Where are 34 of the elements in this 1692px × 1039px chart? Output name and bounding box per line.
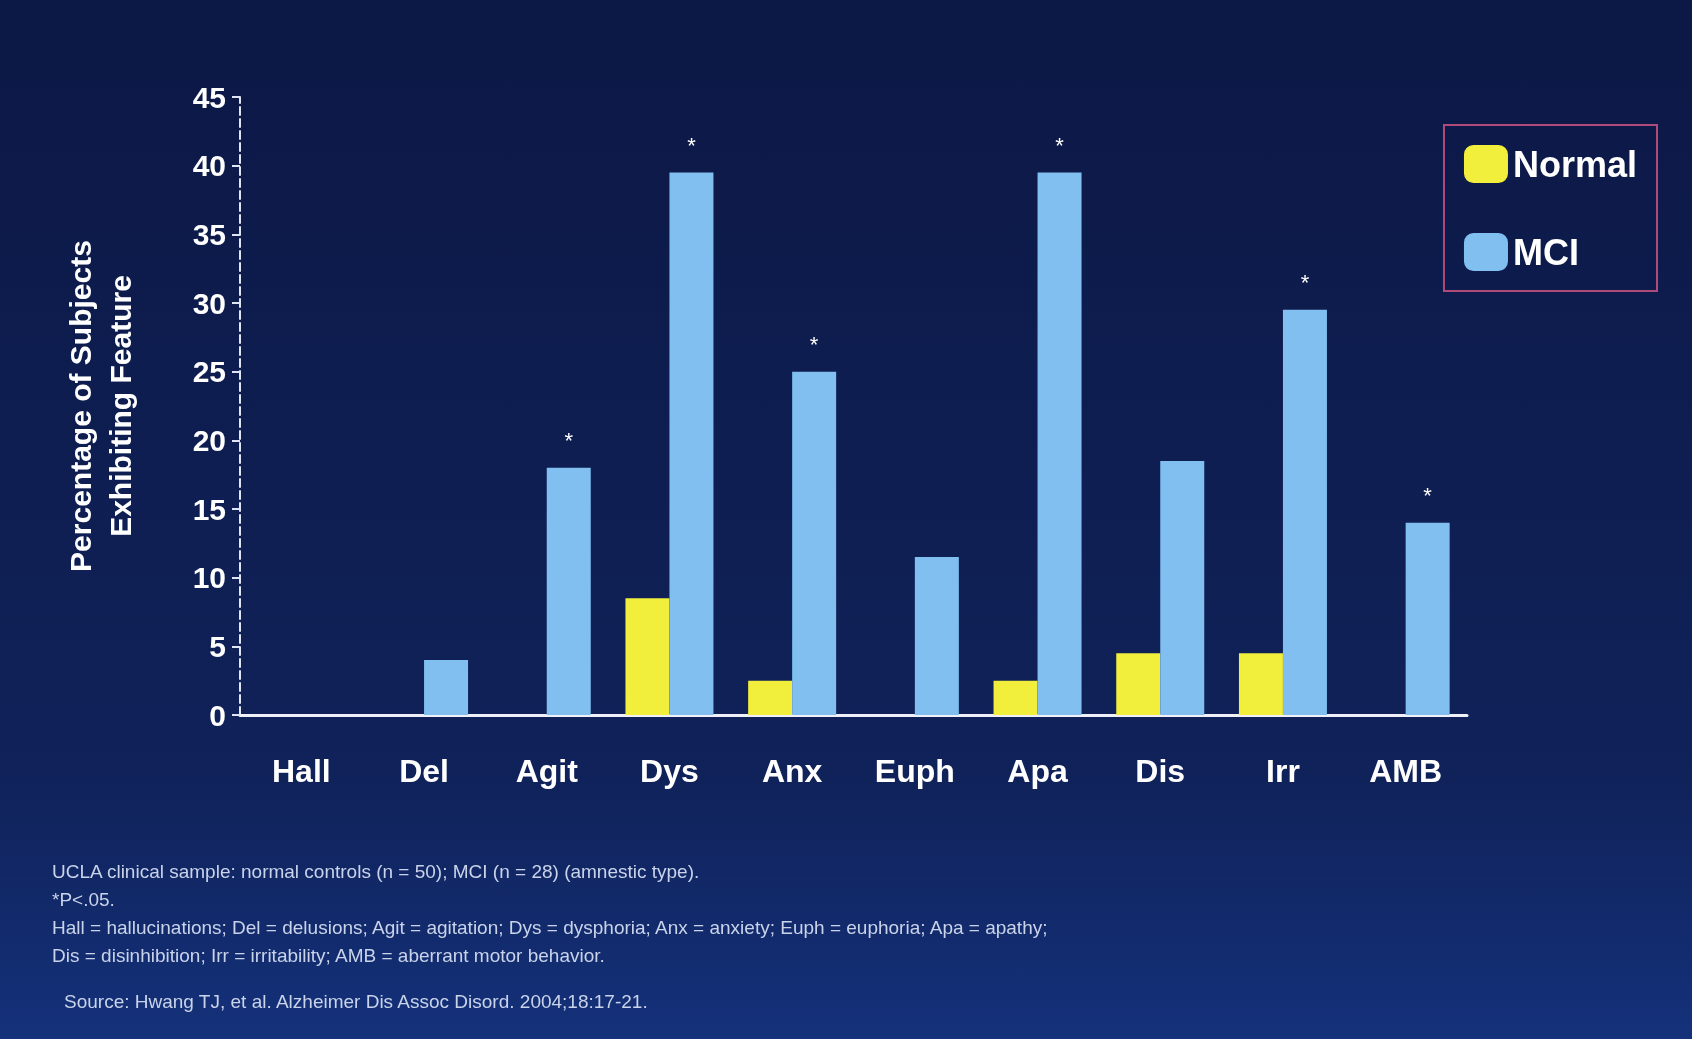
annotation: * [809, 332, 819, 358]
x-tick-label: Agit [515, 753, 579, 789]
x-tick-label: Hall [272, 753, 331, 789]
annotation: * [1300, 270, 1310, 296]
x-tick-label: Del [399, 753, 449, 789]
y-tick-label: 20 [192, 423, 226, 457]
text: Hall = hallucinations; Del = delusions; Agit = agitation; Dys = dysphoria; Anx = anxiety; Euph = euphoria; Apa = apathy; [52, 916, 1049, 940]
y-axis-title: Percentage of Subjects Exhibiting Feature [63, 240, 137, 572]
y-tick-label: 15 [192, 492, 226, 526]
y-tick-label: 0 [209, 698, 226, 732]
y-tick-label: 10 [192, 561, 226, 595]
x-tick-label: Dys [640, 753, 699, 789]
y-tick-label: 5 [209, 629, 226, 663]
text: *P<.05. [52, 888, 116, 912]
y-tick-label: 40 [192, 149, 226, 183]
annotation: * [687, 133, 697, 159]
y-tick-label: 35 [192, 217, 226, 251]
annotation: * [1055, 133, 1065, 159]
annotation: * [564, 428, 574, 454]
x-tick-label: AMB [1369, 753, 1443, 789]
x-tick-label: Dis [1135, 753, 1186, 789]
legend-label: MCI [1512, 231, 1579, 273]
y-tick-label: 45 [192, 80, 226, 114]
x-tick-label: Anx [761, 753, 823, 789]
y-tick-label: 25 [192, 355, 226, 389]
x-tick-label: Euph [874, 753, 955, 789]
text: UCLA clinical sample: normal controls (n = 50); MCI (n = 28) (amnestic type). [52, 860, 701, 884]
y-tick-label: 30 [192, 286, 226, 320]
x-tick-label: Apa [1007, 753, 1068, 789]
legend-label: Normal [1512, 143, 1637, 185]
annotation: * [1423, 483, 1433, 509]
text: Dis = disinhibition; Irr = irritability; AMB = aberrant motor behavior. [52, 944, 606, 968]
x-tick-label: Irr [1266, 753, 1300, 789]
source-note: Source: Hwang TJ, et al. Alzheimer Dis Assoc Disord. 2004;18:17-21. [64, 990, 649, 1014]
